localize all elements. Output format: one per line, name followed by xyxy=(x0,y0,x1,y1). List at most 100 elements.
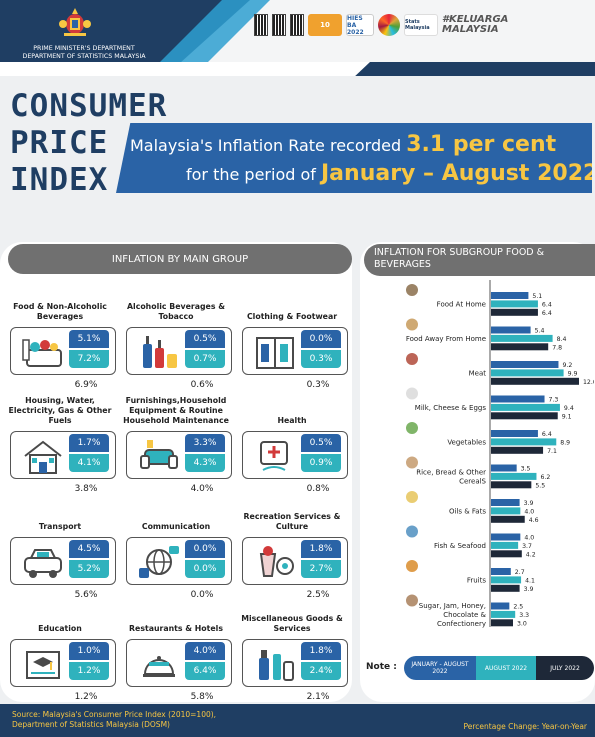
data-label: 3.3 xyxy=(519,612,529,619)
category-label: Food At Home xyxy=(437,300,486,308)
data-label: 6.4 xyxy=(542,310,552,317)
malaysia-crest-icon xyxy=(59,8,91,36)
category-label: Food Away From Home xyxy=(406,335,486,343)
category-label: Vegetables xyxy=(447,438,486,446)
value-jan-aug: 4.0% xyxy=(185,642,225,660)
headline-line-1: Malaysia's Inflation Rate recorded 3.1 p… xyxy=(130,132,556,157)
bar xyxy=(491,308,538,316)
main-group-item: Communication 0.0% 0.0% 0.0% xyxy=(120,492,232,604)
category-label: Meat xyxy=(469,369,487,377)
category-label-line: Vegetables xyxy=(447,438,486,446)
value-jan-aug: 1.8% xyxy=(301,642,341,660)
category-label-line: Fish & Seafood xyxy=(434,542,486,550)
main-group-item: Miscellaneous Goods & Services 1.8% 2.4% 2.… xyxy=(236,594,348,706)
bar xyxy=(491,610,516,618)
main-group-label: Housing, Water, Electricity, Gas & Other… xyxy=(8,396,112,425)
headline-text-1: Malaysia's Inflation Rate recorded xyxy=(130,136,402,155)
subgroup-icon xyxy=(406,387,418,400)
subgroup-heading: INFLATION FOR SUBGROUP FOOD & BEVERAGES xyxy=(364,244,595,276)
bar xyxy=(491,507,521,515)
category-label: Sugar, Jam, Honey, Chocolate & Confectione… xyxy=(419,602,487,628)
main-group-label: Alcoholic Beverages & Tobacco xyxy=(126,302,225,321)
value-july: 0.3% xyxy=(306,380,330,390)
main-group-item: Education 1.0% 1.2% 1.2% xyxy=(4,594,116,706)
value-july: 5.6% xyxy=(74,590,98,600)
value-jan-aug: 1.0% xyxy=(69,642,109,660)
value-july: 2.1% xyxy=(306,692,330,702)
legend-label: Note : xyxy=(366,662,397,672)
value-july: 6.9% xyxy=(74,380,98,390)
data-label: 9.2 xyxy=(562,362,572,369)
category-label-line: Meat xyxy=(469,369,487,377)
bar xyxy=(491,602,510,610)
value-jan-aug: 1.7% xyxy=(69,434,109,452)
health-icon xyxy=(260,441,288,471)
hies-logo: HIES BA 2022 xyxy=(346,14,374,36)
toiletries-icon xyxy=(259,650,294,681)
value-july: 4.0% xyxy=(190,484,214,494)
value-jan-aug: 1.8% xyxy=(301,540,341,558)
main-group-card: 1.8% 2.7% xyxy=(242,537,348,585)
bar xyxy=(491,568,511,575)
data-label: 8.4 xyxy=(557,336,567,343)
main-group-card: 4.0% 6.4% xyxy=(126,639,232,687)
bar xyxy=(491,438,557,446)
page-title: CONSUMER PRICE INDEX xyxy=(10,88,166,199)
data-label: 3.9 xyxy=(524,500,534,507)
main-group-card: 0.5% 0.9% xyxy=(242,431,348,479)
data-label: 8.9 xyxy=(560,439,570,446)
qr-code-icon[interactable] xyxy=(254,14,268,36)
main-group-label: Communication xyxy=(141,522,211,531)
category-label-line: Chocolate & xyxy=(443,611,486,619)
category-label-line: Milk, Cheese & Eggs xyxy=(415,404,487,412)
main-group-label: Furnishings,Household Equipment & Routin… xyxy=(123,396,229,425)
header: PRIME MINISTER'S DEPARTMENT DEPARTMENT O… xyxy=(0,0,595,72)
main-group-item: Health 0.5% 0.9% 0.8% xyxy=(236,386,348,498)
wardrobe-icon xyxy=(256,337,294,369)
data-label: 9.9 xyxy=(568,370,578,377)
main-group-item: Alcoholic Beverages & Tobacco 0.5% 0.7% 0.6… xyxy=(120,282,232,394)
main-group-label: Health xyxy=(277,416,307,425)
subgroup-icon xyxy=(406,284,418,296)
bar xyxy=(491,326,531,334)
data-label: 4.2 xyxy=(526,551,536,558)
keluarga-malaysia-logo: #KELUARGA MALAYSIA xyxy=(442,15,524,35)
main-group-card: 0.0% 0.0% xyxy=(126,537,232,585)
value-july: 0.6% xyxy=(190,380,214,390)
category-label-line: Fruits xyxy=(467,576,487,584)
bar xyxy=(491,395,545,403)
value-july: 1.2% xyxy=(74,692,98,702)
value-jan-aug: 0.5% xyxy=(301,434,341,452)
legend-jan-aug: JANUARY - AUGUST 2022 xyxy=(404,656,476,680)
bar xyxy=(491,300,538,308)
data-label: 3.5 xyxy=(521,466,531,473)
hies-logo-text: HIES BA 2022 xyxy=(347,14,364,36)
category-label-line: Sugar, Jam, Honey, xyxy=(419,602,486,610)
value-august: 0.0% xyxy=(185,560,225,578)
data-label: 6.4 xyxy=(542,431,552,438)
stats-malaysia-logo: Stats Malaysia xyxy=(404,14,438,36)
bar xyxy=(491,292,529,299)
sofa-icon xyxy=(140,440,178,469)
bar xyxy=(491,343,549,351)
category-label: Oils & Fats xyxy=(449,507,486,515)
value-august: 0.7% xyxy=(185,350,225,368)
agency-line-2: DEPARTMENT OF STATISTICS MALAYSIA xyxy=(22,53,146,60)
main-group-item: Furnishings,Household Equipment & Routin… xyxy=(120,386,232,498)
category-label-line: Food Away From Home xyxy=(406,335,486,343)
value-august: 4.1% xyxy=(69,454,109,472)
category-label-line: Food At Home xyxy=(437,300,486,308)
data-label: 4.0 xyxy=(524,535,534,542)
agency-line-1: PRIME MINISTER'S DEPARTMENT xyxy=(33,45,135,52)
qr-code-icon[interactable] xyxy=(272,14,286,36)
bar xyxy=(491,464,517,472)
value-august: 5.2% xyxy=(69,560,109,578)
qr-code-icon[interactable] xyxy=(290,14,304,36)
main-group-item: Housing, Water, Electricity, Gas & Other… xyxy=(4,386,116,498)
car-icon xyxy=(24,549,62,578)
partner-logos: 10 HIES BA 2022 Stats Malaysia #KELUARGA… xyxy=(254,14,524,36)
bottles-icon xyxy=(143,336,177,368)
bar xyxy=(491,377,579,385)
subgroup-icon xyxy=(406,525,418,538)
bar xyxy=(491,361,559,368)
